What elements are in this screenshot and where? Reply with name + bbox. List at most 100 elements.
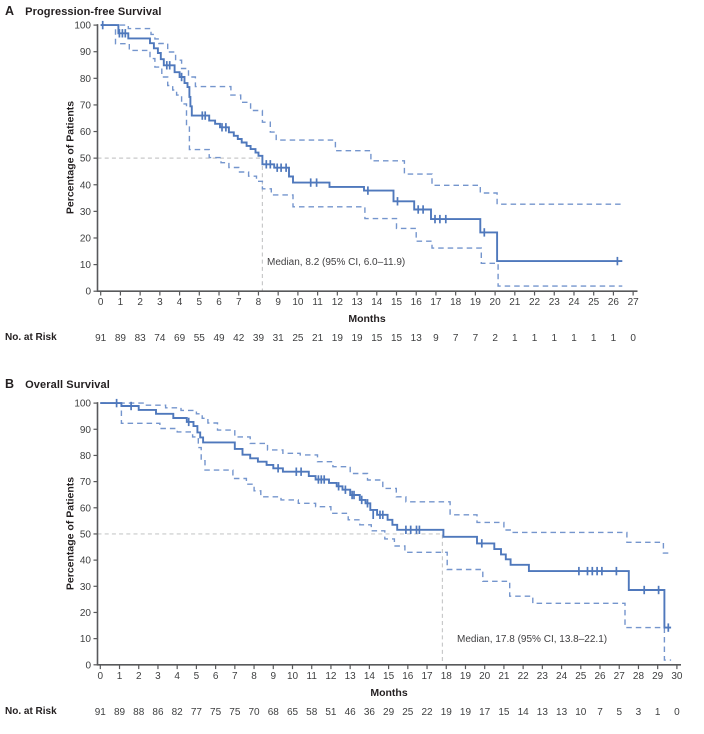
- risk-count: 21: [312, 333, 324, 344]
- x-tick-label: 29: [652, 671, 664, 682]
- panel-b-letter: B: [5, 377, 15, 391]
- risk-count: 68: [268, 707, 280, 718]
- risk-count: 22: [421, 707, 433, 718]
- x-tick-label: 8: [251, 671, 257, 682]
- x-tick-label: 1: [117, 671, 123, 682]
- risk-count: 0: [674, 707, 680, 718]
- x-tick-label: 17: [421, 671, 433, 682]
- risk-count: 70: [248, 707, 260, 718]
- x-tick-label: 0: [98, 297, 104, 308]
- y-tick-label: 100: [74, 21, 91, 32]
- risk-count: 51: [325, 707, 337, 718]
- x-tick-label: 18: [450, 297, 462, 308]
- x-tick-label: 24: [556, 671, 568, 682]
- x-tick-label: 0: [98, 671, 104, 682]
- x-tick-label: 12: [325, 671, 337, 682]
- x-tick-label: 6: [216, 297, 222, 308]
- x-tick-label: 23: [537, 671, 549, 682]
- risk-count: 1: [591, 333, 597, 344]
- panel-a-y-axis-label: Percentage of Patients: [64, 100, 77, 215]
- x-tick-label: 19: [460, 671, 472, 682]
- y-tick-label: 10: [80, 634, 92, 645]
- risk-count: 0: [630, 333, 636, 344]
- risk-count: 7: [453, 333, 459, 344]
- risk-count: 55: [194, 333, 206, 344]
- x-tick-label: 4: [174, 671, 180, 682]
- x-tick-label: 25: [588, 297, 600, 308]
- x-tick-label: 14: [364, 671, 376, 682]
- risk-count: 1: [571, 333, 577, 344]
- panel-b-median-annotation: Median, 17.8 (95% CI, 13.8–22.1): [457, 634, 608, 645]
- risk-count: 1: [551, 333, 557, 344]
- risk-count: 19: [441, 707, 453, 718]
- km-lower-95-ci-curve: [100, 402, 672, 661]
- risk-count: 29: [383, 707, 395, 718]
- x-tick-label: 26: [594, 671, 606, 682]
- y-tick-label: 50: [80, 529, 92, 540]
- risk-count: 46: [345, 707, 357, 718]
- risk-count: 75: [210, 707, 222, 718]
- risk-count: 15: [371, 333, 383, 344]
- risk-count: 89: [115, 333, 127, 344]
- risk-count: 7: [473, 333, 479, 344]
- risk-count: 19: [460, 707, 472, 718]
- x-tick-label: 25: [575, 671, 587, 682]
- risk-count: 13: [537, 707, 549, 718]
- risk-count: 7: [597, 707, 603, 718]
- risk-count: 49: [213, 333, 225, 344]
- x-tick-label: 11: [307, 671, 318, 682]
- y-tick-label: 10: [80, 260, 92, 271]
- risk-count: 17: [479, 707, 491, 718]
- risk-count: 39: [253, 333, 265, 344]
- x-tick-label: 7: [232, 671, 238, 682]
- x-tick-label: 13: [345, 671, 357, 682]
- x-tick-label: 7: [236, 297, 242, 308]
- risk-count: 91: [95, 707, 107, 718]
- panel-a-title: Progression-free Survival: [25, 6, 162, 18]
- risk-count: 15: [498, 707, 510, 718]
- panel-b-y-axis-label: Percentage of Patients: [64, 476, 77, 591]
- y-tick-label: 0: [85, 287, 91, 298]
- x-tick-label: 13: [351, 297, 363, 308]
- panel-a-median-annotation: Median, 8.2 (95% CI, 6.0–11.9): [267, 257, 406, 268]
- risk-count: 13: [411, 333, 423, 344]
- x-tick-label: 9: [275, 297, 281, 308]
- x-tick-label: 8: [256, 297, 262, 308]
- y-tick-label: 90: [80, 425, 92, 436]
- x-tick-label: 20: [479, 671, 491, 682]
- risk-count: 1: [655, 707, 661, 718]
- x-tick-label: 20: [490, 297, 502, 308]
- x-tick-label: 5: [194, 671, 200, 682]
- risk-count: 1: [611, 333, 617, 344]
- x-tick-label: 16: [402, 671, 414, 682]
- y-tick-label: 40: [80, 556, 92, 567]
- risk-count: 91: [95, 333, 107, 344]
- risk-count: 69: [174, 333, 186, 344]
- y-tick-label: 60: [80, 503, 92, 514]
- risk-count: 86: [152, 707, 164, 718]
- x-tick-label: 24: [568, 297, 580, 308]
- y-tick-label: 40: [80, 180, 92, 191]
- panel-b-x-axis-label: Months: [370, 687, 408, 699]
- km-survival-curve: [100, 24, 623, 263]
- x-tick-label: 10: [292, 297, 304, 308]
- x-tick-label: 30: [671, 671, 683, 682]
- risk-count: 9: [433, 333, 439, 344]
- risk-count: 1: [512, 333, 518, 344]
- panel-a-header: A Progression-free Survival: [5, 4, 162, 18]
- y-tick-label: 30: [80, 207, 92, 218]
- x-tick-label: 1: [118, 297, 124, 308]
- y-tick-label: 80: [80, 74, 92, 85]
- risk-count: 75: [229, 707, 241, 718]
- risk-count: 19: [351, 333, 363, 344]
- x-tick-label: 6: [213, 671, 219, 682]
- x-tick-label: 15: [391, 297, 403, 308]
- risk-count: 65: [287, 707, 299, 718]
- x-tick-label: 12: [332, 297, 344, 308]
- y-tick-label: 30: [80, 582, 92, 593]
- risk-count: 31: [273, 333, 285, 344]
- y-tick-label: 100: [74, 399, 91, 410]
- x-tick-label: 27: [628, 297, 640, 308]
